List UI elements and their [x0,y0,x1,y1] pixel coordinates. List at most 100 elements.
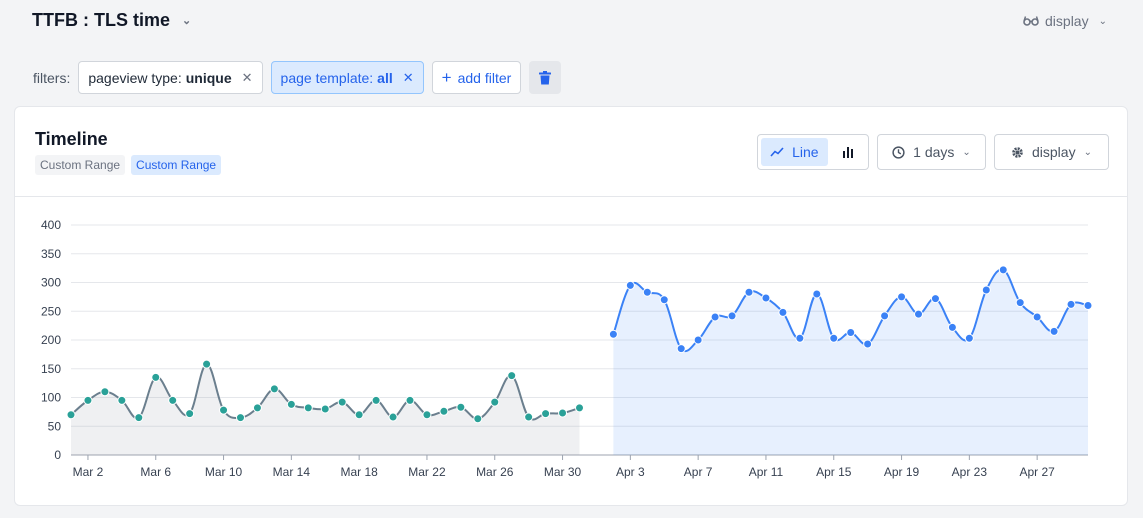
data-point [507,371,517,381]
line-chart-icon [770,147,784,157]
data-point [863,339,873,349]
data-point [354,410,364,420]
gear-icon [1012,146,1023,158]
filter-chip-pageview-type[interactable]: pageview type: unique ✕ [78,61,263,94]
data-point [964,333,974,343]
close-icon[interactable]: ✕ [241,69,253,85]
chevron-down-icon: ⌄ [1083,146,1092,158]
data-point [1049,326,1059,336]
chevron-down-icon: ⌄ [1098,15,1107,27]
top-display-label: display [1045,13,1089,29]
chart-display-label: display [1032,144,1076,160]
chevron-down-icon[interactable]: ⌄ [182,15,192,27]
filter-chip-value: all [377,69,393,86]
x-tick-label: Mar 22 [408,465,446,479]
data-point [303,403,313,413]
data-point [422,410,432,420]
x-tick-label: Apr 19 [884,465,920,479]
data-point [371,395,381,405]
data-point [320,404,330,414]
x-tick-label: Apr 7 [684,465,713,479]
data-point [981,285,991,295]
data-point [778,307,788,317]
data-point [676,344,686,354]
data-point [134,413,144,423]
data-point [930,294,940,304]
x-tick-label: Mar 10 [205,465,243,479]
timeline-card: Timeline Custom Range Custom Range Line … [14,106,1128,506]
y-tick-label: 150 [41,362,61,376]
x-tick-label: Mar 26 [476,465,514,479]
y-tick-label: 200 [41,333,61,347]
y-tick-label: 400 [41,218,61,232]
chart-display-dropdown[interactable]: display ⌄ [994,134,1109,170]
data-point [151,372,161,382]
add-filter-button[interactable]: + add filter [431,61,522,94]
glasses-icon [1023,16,1039,26]
page-title[interactable]: TTFB : TLS time ⌄ [32,10,191,31]
data-point [473,414,483,424]
chart-type-toggle: Line [757,134,869,170]
data-point [524,412,534,422]
x-tick-label: Apr 11 [749,465,784,479]
filter-chip-key: pageview type: [88,69,182,86]
data-point [761,293,771,303]
x-tick-label: Mar 18 [340,465,378,479]
card-title: Timeline [35,129,108,149]
page-title-text: TTFB : TLS time [32,10,170,30]
data-point [100,387,110,397]
data-point [947,322,957,332]
x-tick-label: Apr 3 [616,465,645,479]
data-point [846,328,856,338]
close-icon[interactable]: ✕ [402,69,414,85]
card-header: Timeline Custom Range Custom Range Line … [15,107,1127,197]
chevron-down-icon: ⌄ [962,146,971,158]
data-point [490,397,500,407]
y-tick-label: 0 [54,448,61,462]
add-filter-label: add filter [457,69,512,86]
data-point [286,399,296,409]
filters-bar: filters: pageview type: unique ✕ page te… [33,61,562,94]
data-point [829,333,839,343]
data-point [693,335,703,345]
trash-icon [539,70,552,84]
timeline-chart: 0 50 100 150 200 250 300 350 400 Mar 2 Mar 6 Mar 10… [41,218,1093,479]
data-point [1066,299,1076,309]
data-point [914,309,923,319]
filters-label: filters: [33,69,71,86]
data-point [202,359,212,369]
data-point [252,403,262,413]
data-point [269,384,279,394]
y-tick-label: 100 [41,391,61,405]
data-point [625,280,635,290]
plus-icon: + [441,68,452,87]
data-point [642,287,652,297]
delete-filters-button[interactable] [529,61,562,94]
range-badges: Custom Range Custom Range [35,155,222,175]
x-tick-label: Mar 30 [544,465,582,479]
data-point [710,312,720,322]
data-point [812,289,822,299]
data-point [456,402,466,412]
data-point [608,329,618,339]
x-tick-label: Mar 6 [140,465,171,479]
y-tick-label: 50 [48,419,62,433]
bar-chart-button[interactable] [832,138,865,166]
line-chart-button[interactable]: Line [761,138,828,166]
data-point [1015,298,1025,308]
data-point [727,311,737,321]
data-point [1083,301,1093,310]
filter-chip-value: unique [185,69,232,86]
top-display-button[interactable]: display ⌄ [1023,13,1107,29]
data-point [83,395,93,405]
data-point [659,295,669,305]
y-tick-label: 250 [41,304,61,318]
data-point [236,413,245,423]
interval-dropdown[interactable]: 1 days ⌄ [877,134,986,170]
data-point [117,395,127,405]
data-point [439,406,449,416]
data-point [541,409,551,419]
data-point [168,395,178,405]
data-point [744,287,754,297]
filter-chip-page-template[interactable]: page template: all ✕ [270,61,424,94]
